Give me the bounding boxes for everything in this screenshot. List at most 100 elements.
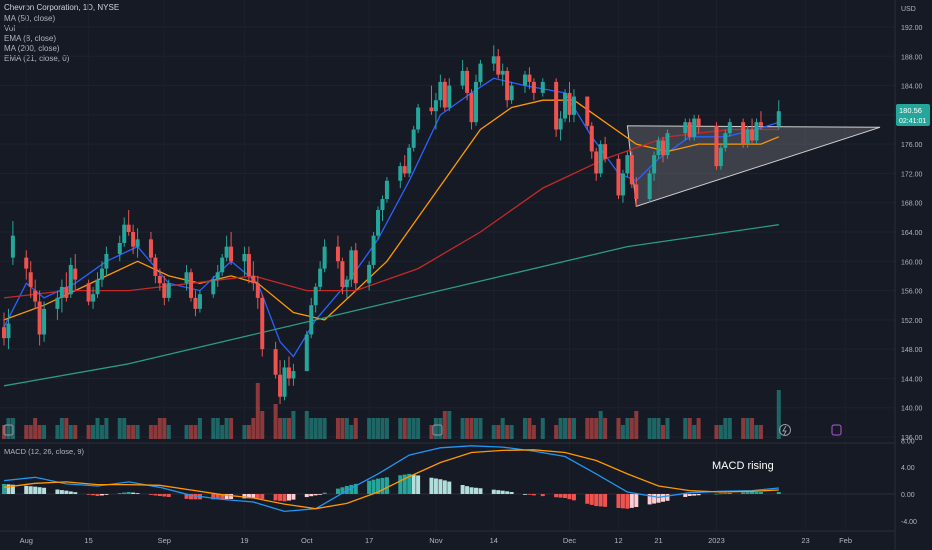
- macd-histogram-bar: [318, 494, 323, 495]
- candle-body: [42, 308, 47, 335]
- volume-bar: [376, 418, 381, 439]
- candle-body: [166, 283, 171, 298]
- volume-bar: [224, 418, 229, 439]
- candle-body: [509, 85, 514, 101]
- candle-body: [750, 129, 755, 141]
- volume-bar: [349, 425, 354, 439]
- macd-histogram-bar: [304, 494, 309, 498]
- macd-histogram-bar: [367, 480, 372, 494]
- candle-body: [447, 85, 452, 108]
- candle-body: [478, 63, 483, 82]
- candle-body: [558, 118, 563, 130]
- volume-bar: [522, 418, 527, 439]
- price-axis[interactable]: 192.00188.00184.00180.00176.00172.00168.…: [901, 25, 923, 442]
- volume-bar: [723, 418, 728, 439]
- macd-histogram-bar: [598, 494, 603, 507]
- candle-body: [505, 70, 510, 101]
- volume-bar: [104, 418, 109, 439]
- earnings-marker-icon[interactable]: [3, 424, 14, 436]
- price-tick-label: 160.00: [901, 259, 923, 266]
- price-tick-label: 148.00: [901, 347, 923, 354]
- volume-bar: [696, 418, 701, 439]
- volume-bar: [380, 418, 385, 439]
- price-tick-label: 136.00: [901, 435, 923, 442]
- candle-body: [714, 125, 719, 167]
- indicator-ema8[interactable]: EMA (8, close): [4, 34, 57, 43]
- time-tick-label: Feb: [839, 536, 852, 545]
- macd-histogram-bar: [554, 494, 559, 498]
- macd-histogram-bar: [371, 479, 376, 494]
- candle-body: [153, 257, 158, 276]
- volume-bar: [594, 418, 599, 439]
- indicator-ema21[interactable]: EMA (21, close, 0): [4, 54, 70, 63]
- candle-body: [313, 286, 318, 306]
- volume-bar: [122, 418, 127, 439]
- earnings-marker-icon[interactable]: [432, 424, 443, 436]
- candle-body: [776, 111, 781, 126]
- volume-bar: [629, 418, 634, 439]
- macd-histogram-bar: [193, 494, 198, 500]
- dividend-marker-icon[interactable]: [831, 424, 842, 436]
- lightning-icon[interactable]: [779, 424, 791, 436]
- indicator-ma50[interactable]: MA (50, close): [4, 14, 56, 23]
- time-tick-label: 14: [490, 536, 498, 545]
- macd-histogram-bar: [696, 494, 701, 496]
- candle-body: [540, 81, 545, 93]
- macd-histogram-bar: [647, 494, 652, 505]
- volume-bar: [531, 425, 536, 439]
- volume-bar: [371, 418, 376, 439]
- macd-legend[interactable]: MACD (12, 26, close, 9): [4, 447, 85, 456]
- volume-bars: [2, 383, 781, 439]
- macd-histogram-bar: [505, 491, 510, 494]
- volume-bar: [411, 418, 416, 439]
- volume-bar: [745, 418, 750, 439]
- macd-histogram-bar: [184, 494, 189, 499]
- candle-body: [469, 92, 474, 123]
- time-tick-label: Oct: [301, 536, 314, 545]
- macd-histogram-bar: [527, 494, 532, 495]
- indicator-vol[interactable]: Vol: [4, 24, 16, 33]
- volume-bar: [692, 425, 697, 439]
- volume-bar: [598, 411, 603, 439]
- volume-bar: [754, 425, 759, 439]
- volume-bar: [384, 418, 389, 439]
- price-tick-label: 144.00: [901, 376, 923, 383]
- price-tick-label: 164.00: [901, 230, 923, 237]
- volume-bar: [741, 418, 746, 439]
- macd-axis[interactable]: 8.00 4.00 0.00 -4.00: [901, 438, 917, 525]
- time-axis[interactable]: Aug 15 Sep 19 Oct 17 Nov 14 Dec 12 21 2023 23 Feb: [20, 536, 852, 545]
- candle-body: [652, 155, 657, 174]
- volume-bar: [433, 418, 438, 439]
- candle-body: [496, 56, 501, 75]
- candle-body: [500, 70, 505, 75]
- time-tick-label: 23: [801, 536, 809, 545]
- macd-histogram-bar: [278, 494, 283, 501]
- macd-histogram-bar: [10, 484, 15, 494]
- macd-histogram-bar: [42, 487, 47, 494]
- macd-annotation[interactable]: MACD rising: [712, 460, 774, 472]
- macd-histogram-bar: [718, 493, 723, 495]
- candle-body: [291, 371, 296, 379]
- price-tick-label: 176.00: [901, 142, 923, 149]
- candle-body: [117, 242, 122, 254]
- indicator-ma200[interactable]: MA (200, close): [4, 44, 60, 53]
- macd-histogram-bar: [255, 494, 260, 499]
- macd-histogram-bar: [68, 491, 73, 494]
- candle-body: [340, 261, 345, 287]
- macd-histogram-bar: [322, 492, 327, 494]
- candle-body: [251, 275, 256, 284]
- volume-bar: [460, 418, 465, 439]
- volume-bar: [304, 411, 309, 439]
- volume-bar: [335, 418, 340, 439]
- macd-histogram-bar: [433, 478, 438, 494]
- volume-bar: [251, 418, 256, 439]
- candle-body: [344, 279, 349, 287]
- macd-histogram-bar: [509, 491, 514, 494]
- macd-histogram-bar: [122, 492, 127, 494]
- volume-bar: [625, 418, 630, 439]
- volume-bar: [278, 418, 283, 439]
- volume-bar: [718, 425, 723, 439]
- macd-histogram-bar: [723, 493, 728, 494]
- candle-body: [122, 224, 127, 243]
